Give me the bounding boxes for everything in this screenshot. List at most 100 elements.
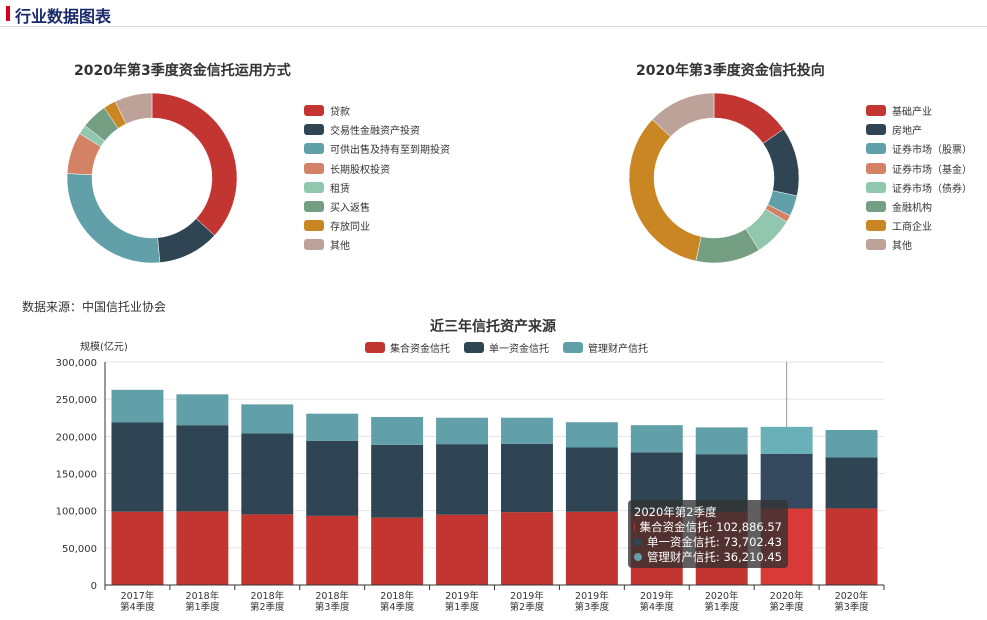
y-axis-label: 规模(亿元) xyxy=(80,342,128,353)
pie2-legend-item[interactable]: 证券市场（债券） xyxy=(866,178,972,197)
pie1-slice[interactable] xyxy=(66,173,161,264)
legend-swatch-icon xyxy=(304,162,324,174)
legend-swatch-icon xyxy=(304,105,324,117)
pie1-slice[interactable] xyxy=(151,92,238,236)
bar-segment[interactable] xyxy=(176,394,229,426)
tooltip-row: 单一资金信托: 73,702.43 xyxy=(634,534,782,549)
bar-segment[interactable] xyxy=(500,443,553,513)
legend-label: 房地产 xyxy=(892,126,922,138)
bar-segment[interactable] xyxy=(760,453,813,509)
page-title: 行业数据图表 xyxy=(15,7,112,26)
legend-label: 证券市场（债券） xyxy=(892,183,972,195)
x-tick-label: 第2季度 xyxy=(769,601,804,613)
x-tick-label: 2019年 xyxy=(445,590,479,602)
bar-segment[interactable] xyxy=(500,417,553,444)
legend-swatch-icon xyxy=(304,220,324,232)
tooltip-row: 管理财产信托: 36,210.45 xyxy=(634,549,782,564)
bar-segment[interactable] xyxy=(306,515,359,585)
x-tick-label: 2018年 xyxy=(250,590,284,602)
bar-segment[interactable] xyxy=(565,511,618,585)
tooltip-dot-icon xyxy=(634,552,642,561)
pie1-legend-item[interactable]: 其他 xyxy=(304,235,450,254)
x-tick-label: 2019年 xyxy=(575,590,609,602)
x-tick-label: 2020年 xyxy=(770,590,804,602)
bar-segment[interactable] xyxy=(306,413,359,441)
bar-segment[interactable] xyxy=(760,426,813,454)
pie1-legend-item[interactable]: 贷款 xyxy=(304,101,450,120)
pie1-legend-item[interactable]: 长期股权投资 xyxy=(304,159,450,178)
tooltip-dot-icon xyxy=(634,522,635,531)
header-accent-bar xyxy=(6,6,10,21)
y-tick-label: 0 xyxy=(91,581,97,592)
bar-segment[interactable] xyxy=(111,422,164,512)
legend-swatch-icon xyxy=(866,143,886,155)
bar-segment[interactable] xyxy=(371,417,424,445)
bar-legend-item[interactable]: 集合资金信托 xyxy=(365,340,450,355)
bar-segment[interactable] xyxy=(241,514,294,585)
bar-segment[interactable] xyxy=(371,517,424,585)
legend-swatch-icon xyxy=(304,124,324,136)
tooltip-dot-icon xyxy=(634,537,642,546)
bar-segment[interactable] xyxy=(241,404,294,434)
pie2-slice[interactable] xyxy=(651,92,715,138)
bar-segment[interactable] xyxy=(436,514,489,585)
pie2-legend-item[interactable]: 房地产 xyxy=(866,120,972,139)
bar-segment[interactable] xyxy=(306,440,359,516)
pie1-legend-item[interactable]: 买入返售 xyxy=(304,197,450,216)
bar-segment[interactable] xyxy=(825,457,878,509)
x-tick-label: 第3季度 xyxy=(575,601,610,613)
x-tick-label: 第2季度 xyxy=(510,601,545,613)
legend-label: 其他 xyxy=(330,241,350,253)
pie2-slice[interactable] xyxy=(713,92,784,144)
legend-label: 买入返售 xyxy=(330,203,370,215)
pie2-legend-item[interactable]: 证券市场（基金） xyxy=(866,159,972,178)
pie2-legend-item[interactable]: 工商企业 xyxy=(866,216,972,235)
pie1-slice[interactable] xyxy=(114,92,153,125)
x-tick-label: 第1季度 xyxy=(185,601,220,613)
bar-segment[interactable] xyxy=(500,512,553,585)
pie2-legend-item[interactable]: 证券市场（股票） xyxy=(866,139,972,158)
bar-segment[interactable] xyxy=(241,433,294,515)
pie1-legend-item[interactable]: 可供出售及持有至到期投资 xyxy=(304,139,450,158)
pie2-legend-item[interactable]: 基础产业 xyxy=(866,101,972,120)
x-tick-label: 第2季度 xyxy=(250,601,285,613)
bar-segment[interactable] xyxy=(436,417,489,445)
x-tick-label: 2019年 xyxy=(510,590,544,602)
bar-legend: 集合资金信托 单一资金信托 管理财产信托 xyxy=(365,340,662,355)
pie1-legend-item[interactable]: 租赁 xyxy=(304,178,450,197)
bar-segment[interactable] xyxy=(371,444,424,518)
bar-segment[interactable] xyxy=(565,447,618,512)
pie2-legend-item[interactable]: 金融机构 xyxy=(866,197,972,216)
legend-label: 其他 xyxy=(892,241,912,253)
x-tick-label: 2019年 xyxy=(640,590,674,602)
tooltip-row-text: 集合资金信托: 102,886.57 xyxy=(639,519,782,534)
bar-segment[interactable] xyxy=(695,427,748,455)
legend-swatch-icon xyxy=(866,181,886,193)
pie2-slice[interactable] xyxy=(628,119,702,262)
pie1-legend: 贷款 交易性金融资产投资 可供出售及持有至到期投资 长期股权投资 租赁买入返售 存放同业其… xyxy=(304,101,450,255)
bar-legend-item[interactable]: 单一资金信托 xyxy=(464,340,549,355)
bar-legend-item[interactable]: 管理财产信托 xyxy=(563,340,648,355)
legend-label: 贷款 xyxy=(330,107,350,119)
bar-segment[interactable] xyxy=(176,511,229,585)
pie1-legend-item[interactable]: 存放同业 xyxy=(304,216,450,235)
x-tick-label: 2018年 xyxy=(380,590,414,602)
bar-segment[interactable] xyxy=(825,508,878,585)
bar-chart-title: 近三年信托资产来源 xyxy=(430,319,556,335)
bar-segment[interactable] xyxy=(176,425,229,512)
pie2-title: 2020年第3季度资金信托投向 xyxy=(636,63,825,79)
bar-segment[interactable] xyxy=(630,425,683,453)
legend-label: 管理财产信托 xyxy=(588,344,648,355)
pie2-legend-item[interactable]: 其他 xyxy=(866,235,972,254)
bar-segment[interactable] xyxy=(436,444,489,515)
bar-segment[interactable] xyxy=(111,511,164,585)
bar-segment[interactable] xyxy=(825,430,878,458)
legend-swatch-icon xyxy=(563,342,583,353)
pie1-legend-item[interactable]: 交易性金融资产投资 xyxy=(304,120,450,139)
legend-swatch-icon xyxy=(304,239,324,251)
x-tick-label: 2018年 xyxy=(186,590,220,602)
bar-segment[interactable] xyxy=(565,422,618,448)
bar-segment[interactable] xyxy=(111,389,164,423)
pie2-legend: 基础产业房地产 证券市场（股票） 证券市场（基金） 证券市场（债券） 金融机构 工商企业其… xyxy=(866,101,972,255)
x-tick-label: 2020年 xyxy=(705,590,739,602)
